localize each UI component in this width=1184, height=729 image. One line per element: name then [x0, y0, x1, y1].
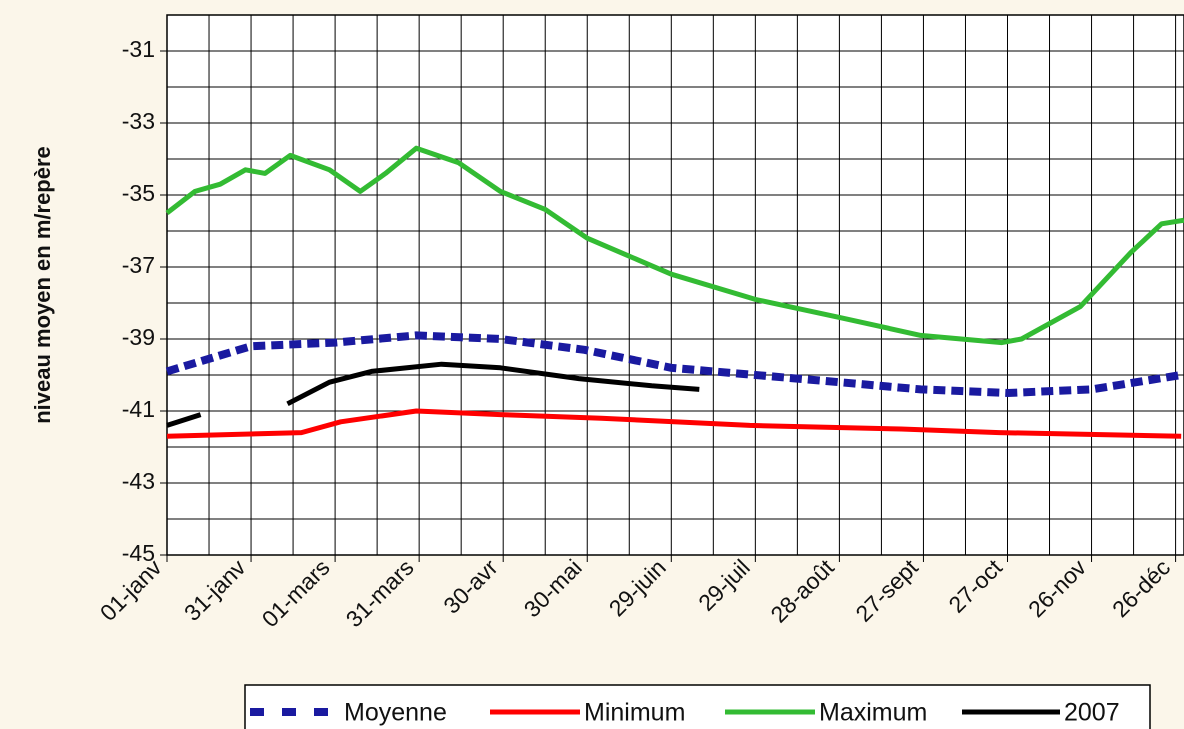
- x-tick-label: 26-nov: [1023, 554, 1091, 622]
- legend-label: Maximum: [819, 699, 927, 727]
- x-tick-label: 01-mars: [257, 554, 335, 632]
- x-tick-label: 29-juil: [693, 554, 755, 616]
- legend-label: 2007: [1064, 699, 1120, 727]
- x-tick-label: 30-avr: [438, 554, 503, 619]
- y-tick-label: -43: [122, 468, 155, 494]
- plot-border: [166, 14, 1184, 556]
- legend: [244, 684, 1151, 729]
- y-tick-label: -31: [122, 36, 155, 62]
- x-tick-label: 26-déc: [1107, 554, 1175, 622]
- x-tick-label: 27-oct: [943, 554, 1007, 618]
- series-line: [166, 408, 1182, 439]
- y-axis-title: niveau moyen en m/repère: [30, 146, 55, 424]
- series-line: [165, 145, 1184, 346]
- legend-label: Minimum: [584, 699, 685, 727]
- y-tick-label: -39: [122, 324, 155, 350]
- series-line: [286, 361, 700, 407]
- x-tick-label: 31-janv: [179, 554, 251, 626]
- y-tick-label: -33: [122, 108, 155, 134]
- plot-area: [167, 15, 1184, 555]
- legend-label: Moyenne: [344, 699, 447, 727]
- y-tick-label: -41: [122, 396, 155, 422]
- x-tick-label: 27-sept: [850, 554, 923, 627]
- x-tick-label: 28-août: [765, 554, 839, 628]
- x-tick-label: 31-mars: [341, 554, 419, 632]
- y-tick-label: -35: [122, 180, 155, 206]
- y-tick-label: -37: [122, 252, 155, 278]
- x-tick-label: 29-juin: [604, 554, 671, 621]
- series-line: [166, 412, 202, 428]
- y-tick-label: -45: [122, 540, 155, 566]
- series-line: [165, 331, 1182, 397]
- x-tick-label: 30-mai: [519, 554, 587, 622]
